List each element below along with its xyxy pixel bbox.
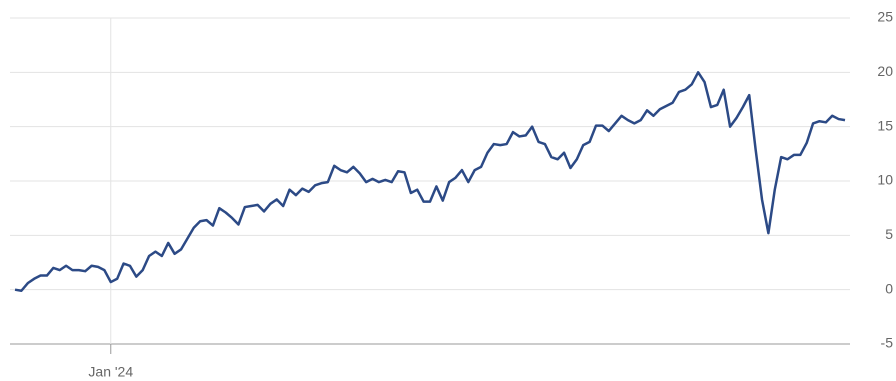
line-series [14, 71, 846, 292]
y-tick-label: 25 [877, 9, 893, 25]
x-tick-label: Jan '24 [88, 364, 133, 380]
y-tick-label: 5 [885, 226, 893, 242]
y-tick-label: 10 [877, 172, 893, 188]
y-tick-label: -5 [881, 335, 894, 351]
y-tick-label: 15 [877, 117, 893, 133]
y-tick-label: 20 [877, 63, 893, 79]
y-tick-label: 0 [885, 280, 893, 296]
